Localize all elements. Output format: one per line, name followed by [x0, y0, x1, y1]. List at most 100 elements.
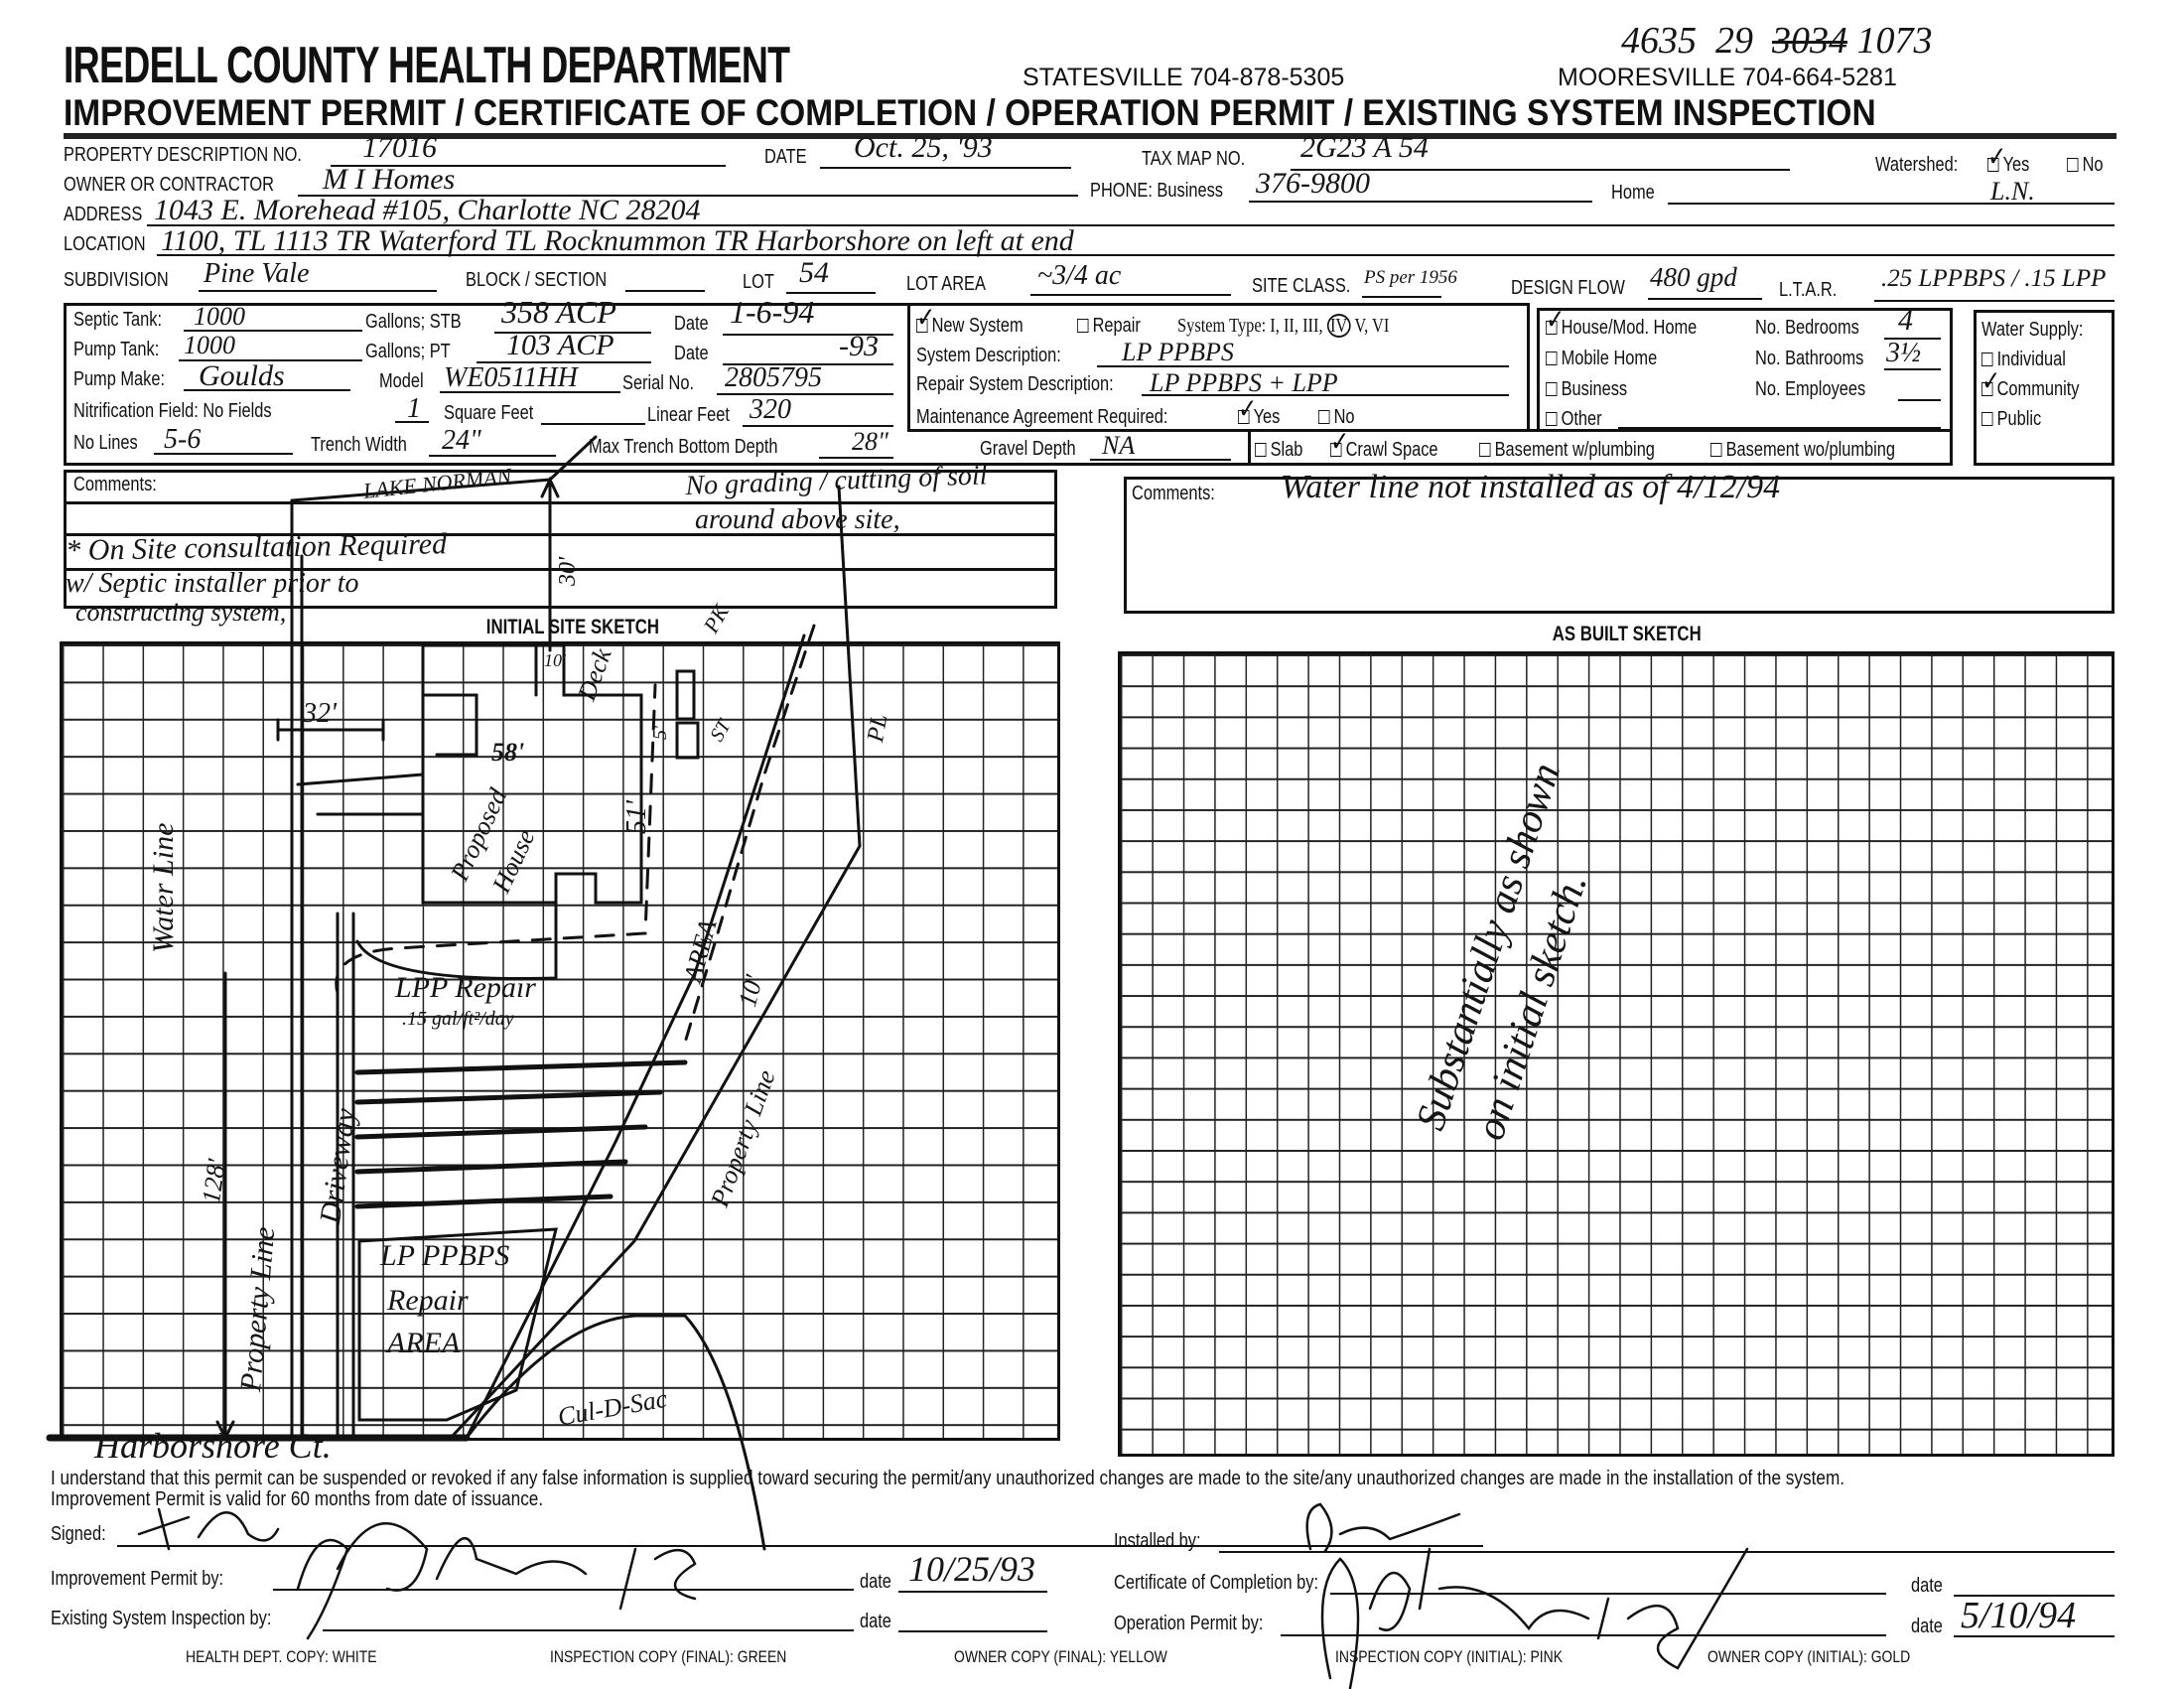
checkbox-checked[interactable] [916, 304, 935, 333]
pt-value[interactable]: 103 ACP [506, 329, 614, 361]
lot-area-label: LOT AREA [906, 273, 986, 295]
improvement-date-label: date [860, 1571, 891, 1593]
design-flow-value[interactable]: 480 gpd [1650, 262, 1737, 292]
pump-tank-value[interactable]: 1000 [184, 331, 235, 359]
tax-map-value[interactable]: 2G23 A 54 [1300, 131, 1429, 164]
site-class-value[interactable]: PS per 1956 [1364, 267, 1457, 288]
lot-value[interactable]: 54 [799, 256, 829, 289]
property-no-value[interactable]: 17016 [362, 131, 437, 164]
gravel-depth-value[interactable]: NA [1102, 431, 1136, 460]
maintenance-yes[interactable]: Yes [1238, 395, 1280, 427]
owner-value[interactable]: M I Homes [323, 163, 456, 196]
foundation-box [1248, 429, 1953, 466]
location-value[interactable]: 1100, TL 1113 TR Waterford TL Rocknummon… [161, 224, 1074, 257]
copy-inspection-final: INSPECTION COPY (FINAL): GREEN [550, 1647, 787, 1666]
checkbox-checked[interactable] [1330, 428, 1349, 457]
operation-permit-label: Operation Permit by: [1114, 1613, 1264, 1634]
option-label: Yes [2002, 154, 2030, 176]
gallons-stb-label: Gallons; STB [365, 311, 462, 333]
installed-by-line[interactable] [1219, 1551, 2115, 1553]
property-no-label: PROPERTY DESCRIPTION NO. [64, 144, 302, 166]
checkbox[interactable] [1546, 352, 1558, 365]
checkbox[interactable] [1710, 443, 1722, 457]
pump-make-value[interactable]: Goulds [199, 359, 285, 392]
checkbox[interactable] [1318, 410, 1330, 424]
field-line [477, 361, 651, 363]
watershed-no[interactable]: No [2067, 155, 2104, 175]
water-community[interactable]: Community [1981, 367, 2080, 400]
operation-date-value[interactable]: 5/10/94 [1961, 1595, 2077, 1636]
septic-date-value[interactable]: 1-6-94 [730, 294, 815, 330]
stb-value[interactable]: 358 ACP [501, 294, 616, 330]
installed-by-label: Installed by: [1114, 1530, 1201, 1552]
date-value[interactable]: Oct. 25, '93 [854, 131, 993, 164]
tax-map-line [1291, 169, 1790, 171]
date-label: DATE [764, 146, 807, 168]
bedrooms-value[interactable]: 4 [1898, 304, 1913, 337]
checkbox[interactable] [1255, 443, 1267, 457]
foundation-slab[interactable]: Slab [1255, 440, 1302, 460]
ltar-value[interactable]: .25 LPPBPS / .15 LPP [1881, 265, 2107, 292]
as-built-sketch-grid [1118, 651, 2115, 1457]
ltar-line [1874, 300, 2115, 302]
foundation-basement-no-plumbing[interactable]: Basement wo/plumbing [1710, 440, 1895, 460]
option-label: Community [1996, 378, 2080, 400]
existing-date-label: date [860, 1611, 891, 1632]
pump-tank-label: Pump Tank: [73, 339, 160, 360]
description-value[interactable]: LP PPBPS [1122, 338, 1234, 366]
improvement-permit-label: Improvement Permit by: [51, 1568, 224, 1590]
lot-label: LOT [743, 271, 774, 293]
checkbox-checked[interactable] [1546, 306, 1565, 335]
checkbox-checked[interactable] [1981, 367, 2000, 396]
linear-feet-value[interactable]: 320 [750, 394, 791, 425]
repair-option[interactable]: Repair [1077, 316, 1141, 336]
certificate-line[interactable] [1330, 1593, 1886, 1595]
checkbox[interactable] [2067, 158, 2079, 172]
signed-line[interactable] [117, 1545, 1483, 1547]
field-line [154, 453, 293, 455]
nitrification-label: Nitrification Field: No Fields [73, 400, 272, 422]
building-business[interactable]: Business [1546, 379, 1627, 399]
improvement-date-value[interactable]: 10/25/93 [908, 1549, 1036, 1589]
model-value[interactable]: WE0511HH [444, 362, 578, 393]
checkbox[interactable] [1479, 443, 1491, 457]
installer-signature [1305, 1502, 1461, 1553]
maintenance-no[interactable]: No [1318, 407, 1355, 427]
serial-value[interactable]: 2805795 [725, 362, 822, 393]
ref-part-struck: 3034 [1772, 20, 1847, 62]
septic-tank-value[interactable]: 1000 [194, 302, 245, 331]
max-depth-value[interactable]: 28" [852, 427, 888, 456]
checkbox[interactable] [1546, 412, 1558, 426]
checkbox-checked[interactable] [1987, 143, 2006, 172]
system-type-selected[interactable]: IV [1326, 314, 1351, 338]
certificate-date-label: date [1911, 1575, 1943, 1597]
checkbox-checked[interactable] [1238, 395, 1257, 424]
certificate-date-line[interactable] [1954, 1595, 2115, 1597]
operation-permit-line[interactable] [1281, 1634, 1886, 1636]
building-other[interactable]: Other [1546, 409, 1602, 429]
lot-area-value[interactable]: ~3/4 ac [1037, 260, 1122, 291]
watershed-yes[interactable]: Yes [1987, 143, 2030, 176]
water-public[interactable]: Public [1981, 409, 2041, 429]
subdivision-value[interactable]: Pine Vale [204, 258, 310, 289]
existing-date-line[interactable] [898, 1630, 1047, 1632]
option-label: Public [1996, 408, 2042, 430]
foundation-crawl-space[interactable]: Crawl Space [1330, 428, 1438, 460]
checkbox[interactable] [1981, 412, 1993, 426]
existing-inspection-line[interactable] [323, 1629, 854, 1631]
building-mobile-home[interactable]: Mobile Home [1546, 349, 1657, 368]
checkbox[interactable] [1077, 319, 1089, 333]
building-house[interactable]: House/Mod. Home [1546, 306, 1697, 338]
pump-date-value[interactable]: -93 [839, 330, 879, 362]
trench-width-value[interactable]: 24" [442, 425, 481, 456]
new-system-option[interactable]: New System [916, 304, 1024, 336]
comments-right-box [1124, 477, 2115, 614]
checkbox[interactable] [1546, 382, 1558, 396]
improvement-permit-line[interactable] [273, 1589, 854, 1591]
no-lines-value[interactable]: 5-6 [164, 424, 202, 455]
address-value[interactable]: 1043 E. Morehead #105, Charlotte NC 2820… [154, 194, 701, 226]
bathrooms-value[interactable]: 3½ [1886, 338, 1921, 368]
foundation-basement-plumbing[interactable]: Basement w/plumbing [1479, 440, 1655, 460]
phone-business-value[interactable]: 376-9800 [1256, 167, 1370, 200]
no-fields-value[interactable]: 1 [407, 393, 421, 424]
